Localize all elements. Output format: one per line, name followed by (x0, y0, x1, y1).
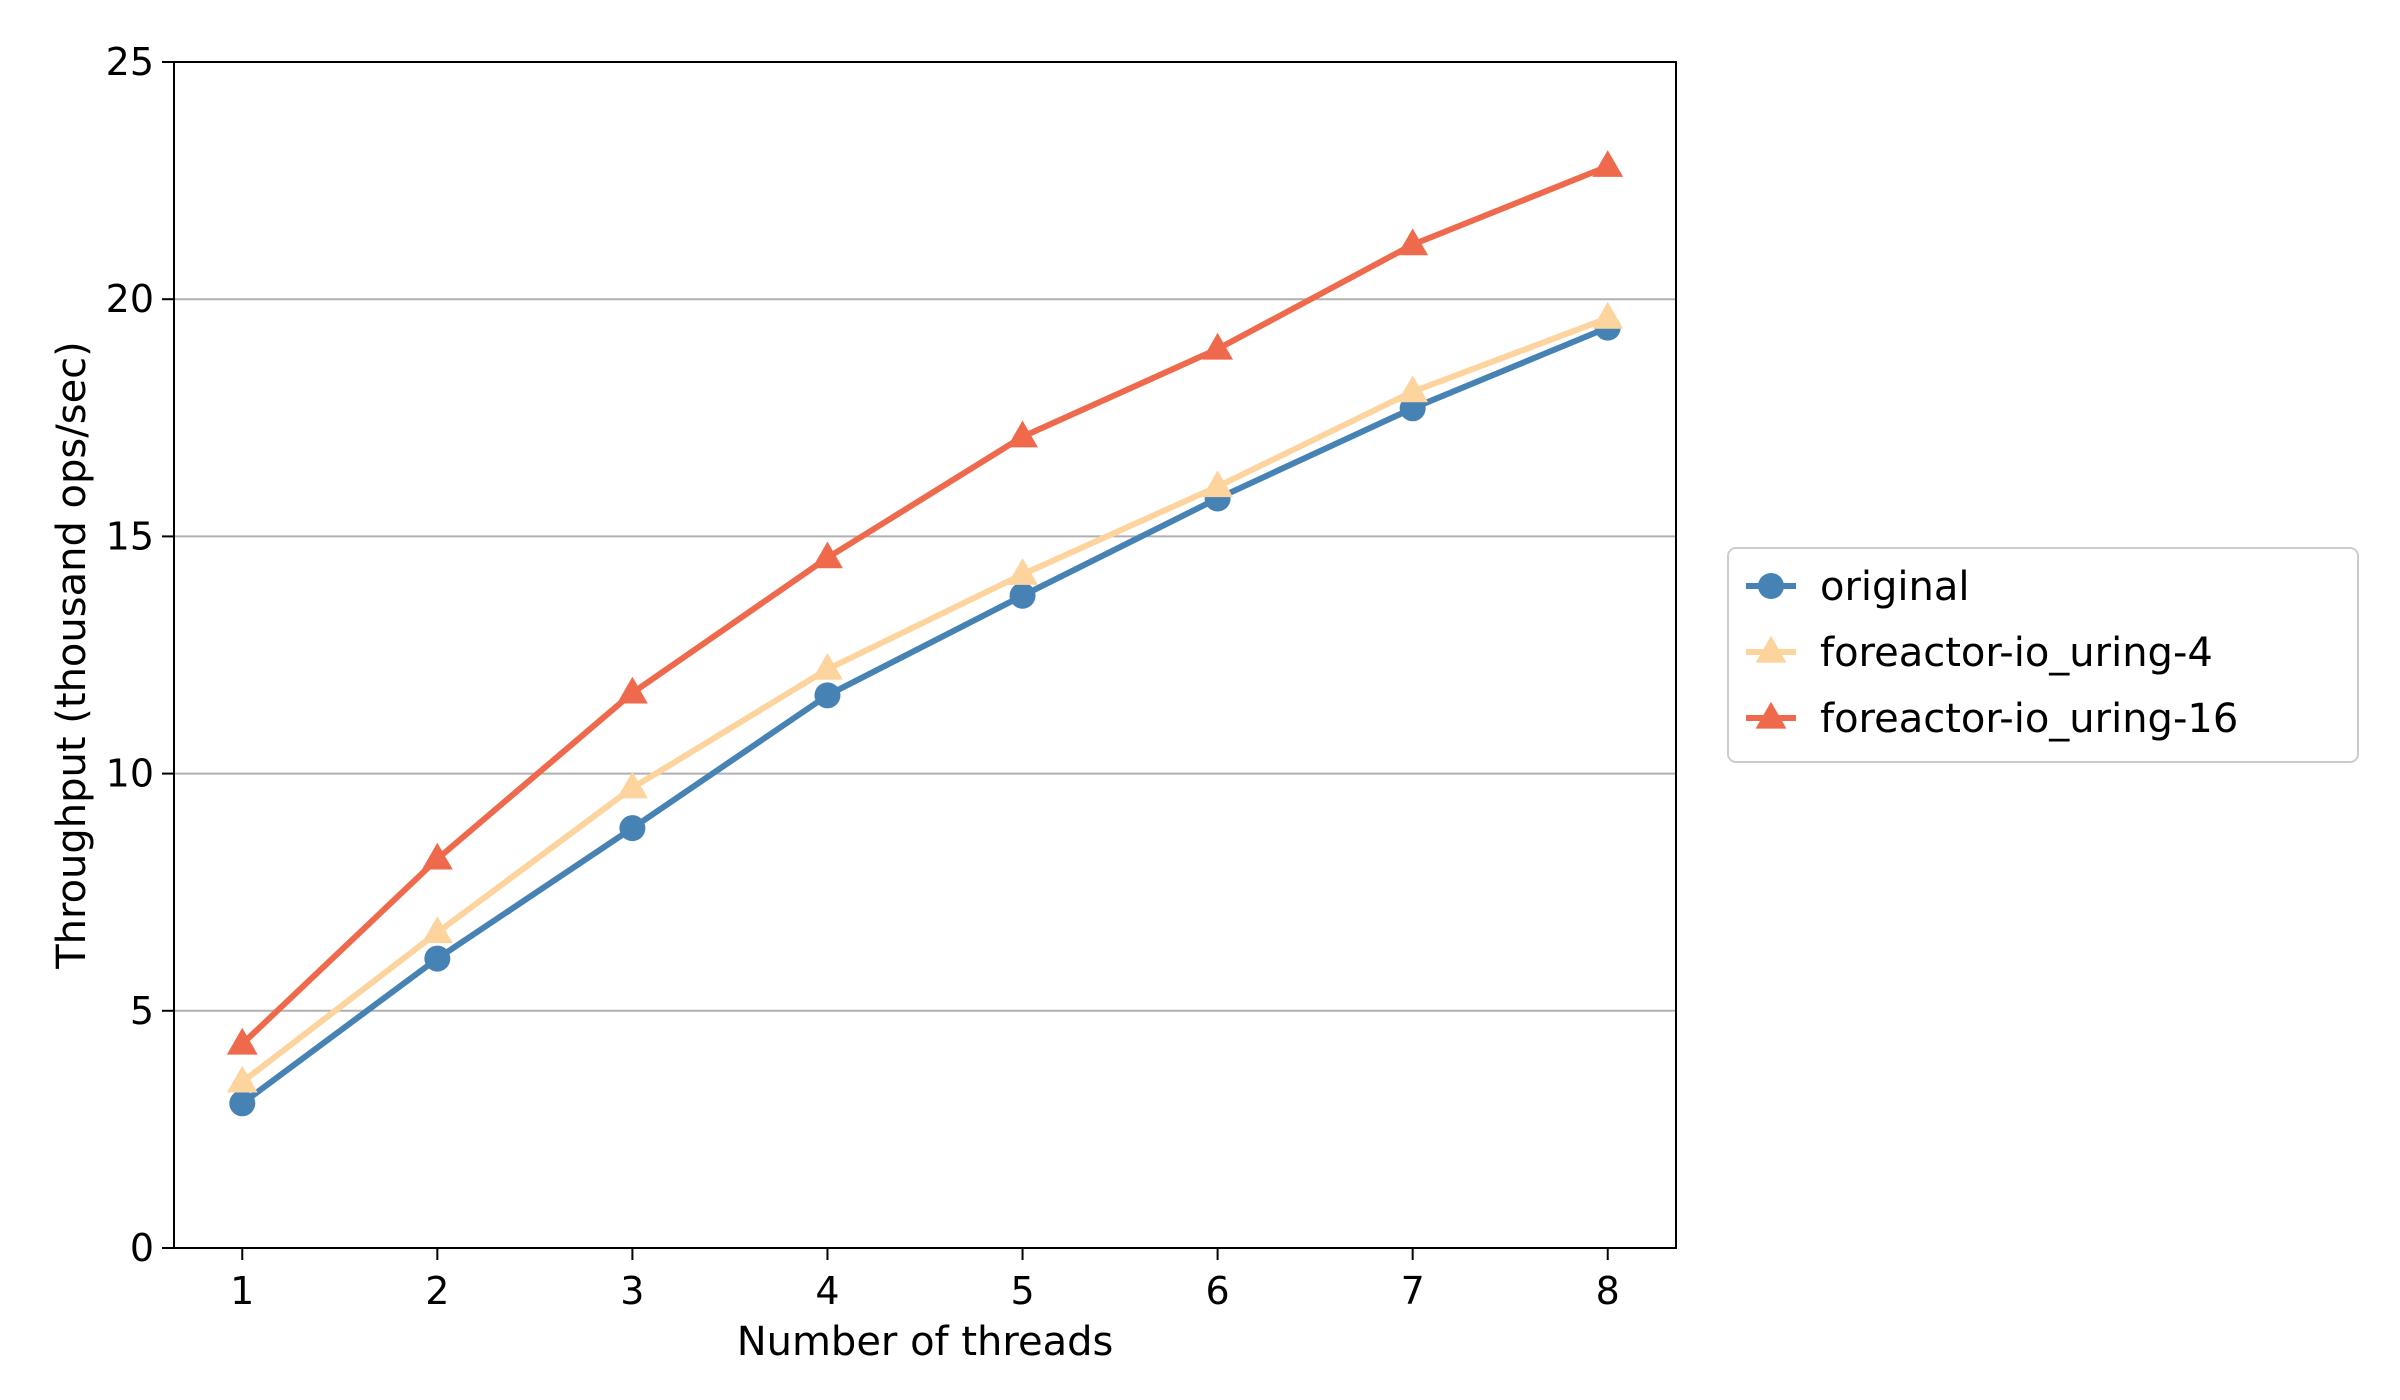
y-tick-label: 20 (106, 277, 154, 321)
series-line (240, 315, 1609, 1085)
data-point (616, 676, 648, 704)
x-tick-label: 4 (815, 1269, 839, 1313)
legend-item: original (1746, 564, 1970, 610)
x-tick-label: 5 (1010, 1269, 1034, 1313)
data-point (1592, 150, 1624, 177)
data-point (1397, 228, 1429, 256)
x-tick-label: 2 (425, 1269, 449, 1313)
y-tick-label: 25 (106, 40, 154, 84)
legend-box (1727, 547, 2359, 763)
legend-label: original (1820, 564, 1970, 610)
x-axis-label: Number of threads (737, 1319, 1114, 1365)
legend-label: foreactor-io_uring-4 (1820, 630, 2213, 676)
y-axis: 0 5 10 15 20 25 (106, 40, 174, 1270)
data-point (812, 652, 843, 680)
data-point (226, 1027, 258, 1055)
data-point (1755, 701, 1787, 729)
y-tick-label: 15 (106, 514, 154, 558)
y-axis-label: Throughput (thousand ops/sec) (49, 341, 95, 970)
series-layer (226, 150, 1624, 1117)
data-point (1202, 470, 1234, 498)
data-point (421, 916, 453, 944)
x-axis: 1 2 3 4 5 6 7 8 (230, 1248, 1620, 1313)
grid (174, 298, 1676, 1012)
data-point (812, 541, 843, 569)
series-line (240, 163, 1609, 1047)
series-1 (229, 314, 1621, 1117)
data-point (421, 842, 453, 870)
data-point (1758, 573, 1784, 599)
series-3 (226, 150, 1624, 1055)
series-line (240, 324, 1609, 1106)
data-point (1007, 558, 1038, 585)
data-point (1397, 375, 1429, 403)
data-point (1007, 420, 1038, 448)
y-tick-label: 0 (130, 1226, 154, 1270)
data-point (616, 771, 648, 799)
legend-label: foreactor-io_uring-16 (1820, 696, 2238, 742)
data-point (229, 1090, 256, 1117)
data-point (1009, 582, 1036, 609)
data-point (1202, 332, 1234, 360)
x-tick-label: 8 (1596, 1269, 1620, 1313)
x-tick-label: 7 (1401, 1269, 1425, 1313)
series-2 (226, 301, 1624, 1093)
legend: original foreactor-io_uring-4 foreactor-io… (1727, 547, 2359, 763)
y-tick-label: 5 (130, 989, 154, 1033)
data-point (619, 815, 646, 842)
y-tick-label: 10 (106, 752, 154, 796)
x-tick-label: 3 (620, 1269, 644, 1313)
legend-item: foreactor-io_uring-16 (1746, 696, 2238, 742)
legend-item: foreactor-io_uring-4 (1746, 630, 2213, 676)
data-point (1755, 635, 1787, 663)
data-point (424, 945, 451, 972)
data-point (226, 1065, 258, 1093)
plot-frame (173, 61, 1677, 1249)
x-tick-label: 6 (1206, 1269, 1230, 1313)
x-tick-label: 1 (230, 1269, 254, 1313)
data-point (814, 682, 841, 709)
data-point (1592, 301, 1624, 329)
